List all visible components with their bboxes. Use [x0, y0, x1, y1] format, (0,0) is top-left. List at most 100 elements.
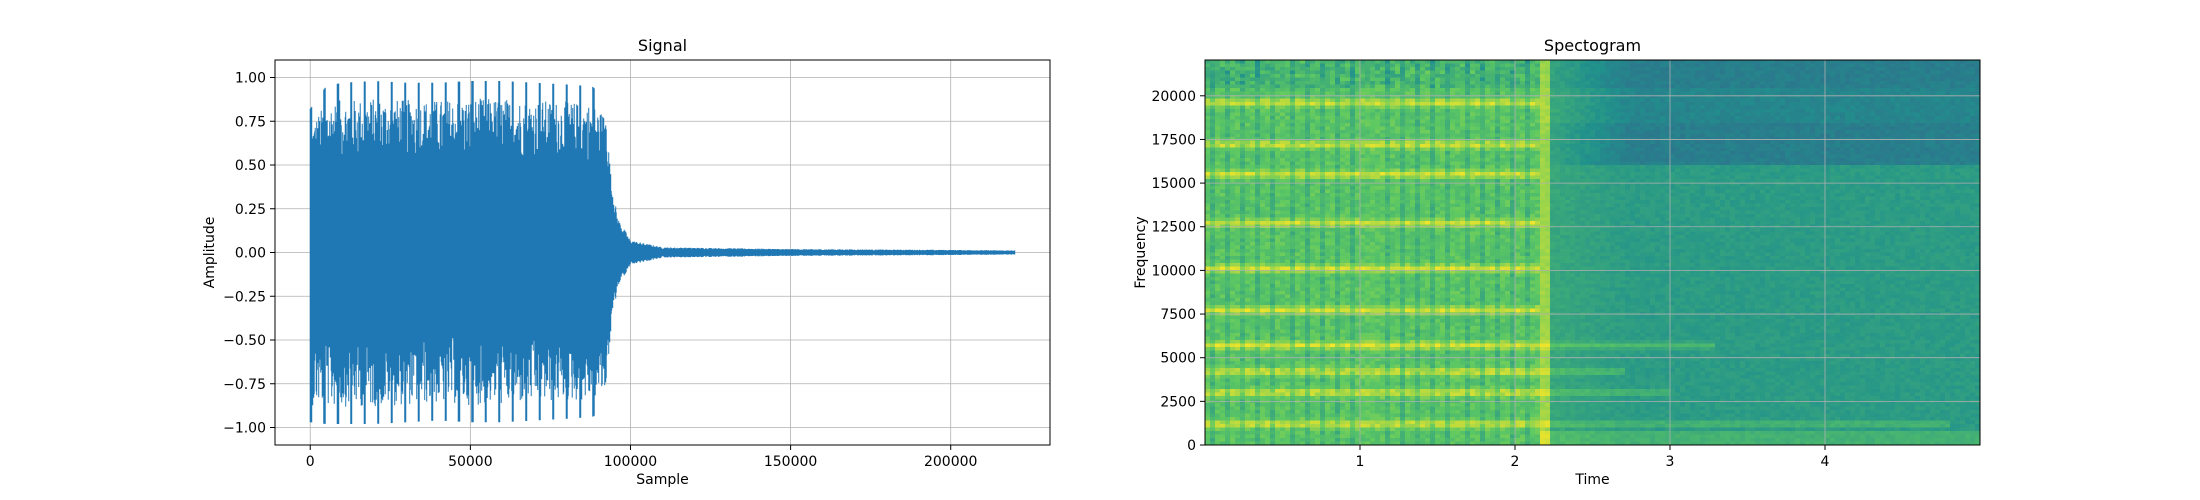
spectrogram-cell [1350, 301, 1356, 306]
spectrogram-cell [1270, 172, 1276, 177]
spectrogram-cell [1365, 123, 1371, 128]
spectrogram-cell [1265, 301, 1271, 306]
spectrogram-cell [1405, 273, 1411, 278]
spectrogram-cell [1320, 368, 1326, 373]
spectrogram-cell [1310, 336, 1316, 341]
spectrogram-cell [1330, 326, 1336, 331]
spectrogram-cell [1310, 396, 1316, 401]
spectrogram-cell [1280, 431, 1286, 436]
spectrogram-cell [1400, 112, 1406, 117]
spectrogram-cell [1330, 245, 1336, 250]
spectrogram-cell [1330, 175, 1336, 180]
spectrogram-cell [1425, 319, 1431, 324]
spectrogram-cell [1325, 196, 1331, 201]
spectrogram-cell [1410, 235, 1416, 240]
spectrogram-cell [1370, 95, 1376, 100]
spectrogram-cell [1295, 238, 1301, 243]
spectrogram-cell [1280, 168, 1286, 173]
spectrogram-cell [1370, 301, 1376, 306]
spectrogram-cell [1205, 245, 1211, 250]
spectrogram-cell [1295, 403, 1301, 408]
spectrogram-cell [1240, 266, 1246, 271]
spectrogram-cell [1270, 424, 1276, 429]
spectrogram-cell [1230, 305, 1236, 310]
spectrogram-cell [1220, 396, 1226, 401]
spectrogram-cell [1400, 84, 1406, 89]
spectrogram-cell [1215, 217, 1221, 222]
spectrogram-cell [1360, 270, 1366, 275]
spectrogram-cell [1345, 130, 1351, 135]
spectrogram-cell [1400, 350, 1406, 355]
spectrogram-cell [1410, 116, 1416, 121]
spectrogram-cell [1360, 287, 1366, 292]
spectrogram-cell [1205, 77, 1211, 82]
spectrogram-cell [1395, 256, 1401, 261]
spectrogram-cell [1300, 186, 1306, 191]
spectrogram-cell [1350, 158, 1356, 163]
spectrogram-cell [1295, 95, 1301, 100]
spectrogram-cell [1240, 133, 1246, 138]
spectrogram-cell [1225, 343, 1231, 348]
spectrogram-cell [1300, 91, 1306, 96]
spectrogram-cell [1255, 277, 1261, 282]
spectrogram-cell [1225, 294, 1231, 299]
spectrogram-cell [1350, 329, 1356, 334]
spectrogram-cell [1265, 329, 1271, 334]
spectrogram-cell [1280, 291, 1286, 296]
spectrogram-cell [1275, 340, 1281, 345]
spectrogram-cell [1300, 165, 1306, 170]
spectrogram-cell [1325, 130, 1331, 135]
spectrogram-cell [1370, 249, 1376, 254]
spectrogram-cell [1210, 74, 1216, 79]
spectrogram-cell [1215, 74, 1221, 79]
spectrogram-cell [1370, 109, 1376, 114]
spectrogram-cell [1270, 413, 1276, 418]
spectrogram-cell [1205, 63, 1211, 68]
spectrogram-cell [1345, 109, 1351, 114]
spectrogram-cell [1295, 203, 1301, 208]
spectrogram-cell [1270, 361, 1276, 366]
spectrogram-cell [1275, 109, 1281, 114]
spectrogram-cell [1370, 277, 1376, 282]
spectrogram-cell [1210, 403, 1216, 408]
spectrogram-cell [1340, 245, 1346, 250]
spectrogram-cell [1350, 245, 1356, 250]
spectrogram-cell [1205, 249, 1211, 254]
spectrogram-cell [1365, 410, 1371, 415]
spectrogram-cell [1290, 102, 1296, 107]
spectrogram-cell [1230, 189, 1236, 194]
spectrogram-cell [1335, 221, 1341, 226]
spectrogram-cell [1365, 133, 1371, 138]
spectrogram-cell [1300, 252, 1306, 257]
spectrogram-cell [1340, 291, 1346, 296]
spectrogram-cell [1205, 315, 1211, 320]
spectrogram-cell [1245, 357, 1251, 362]
spectrogram-cell [1330, 67, 1336, 72]
spectrogram-cell [1290, 371, 1296, 376]
spectrogram-cell [1335, 200, 1341, 205]
spectrogram-cell [1360, 259, 1366, 264]
spectrogram-cell [1245, 322, 1251, 327]
spectrogram-cell [1235, 298, 1241, 303]
spectrogram-cell [1405, 280, 1411, 285]
spectrogram-cell [1250, 420, 1256, 425]
spectrogram-cell [1290, 95, 1296, 100]
spectrogram-cell [1395, 214, 1401, 219]
spectrogram-cell [1405, 434, 1411, 439]
spectrogram-cell [1220, 112, 1226, 117]
spectrogram-cell [1400, 252, 1406, 257]
spectrogram-cell [1310, 207, 1316, 212]
spectrogram-cell [1365, 301, 1371, 306]
spectrogram-cell [1345, 347, 1351, 352]
spectrogram-cell [1240, 158, 1246, 163]
spectrogram-cell [1415, 235, 1421, 240]
signal-y-axis-label: Amplitude [202, 217, 218, 289]
spectrogram-cell [1330, 235, 1336, 240]
spectrogram-cell [1385, 154, 1391, 159]
spectrogram-cell [1350, 130, 1356, 135]
spectrogram-cell [1295, 301, 1301, 306]
spectrogram-cell [1230, 112, 1236, 117]
spectrogram-cell [1405, 182, 1411, 187]
spectrogram-cell [1275, 378, 1281, 383]
spectrogram-cell [1400, 60, 1406, 65]
